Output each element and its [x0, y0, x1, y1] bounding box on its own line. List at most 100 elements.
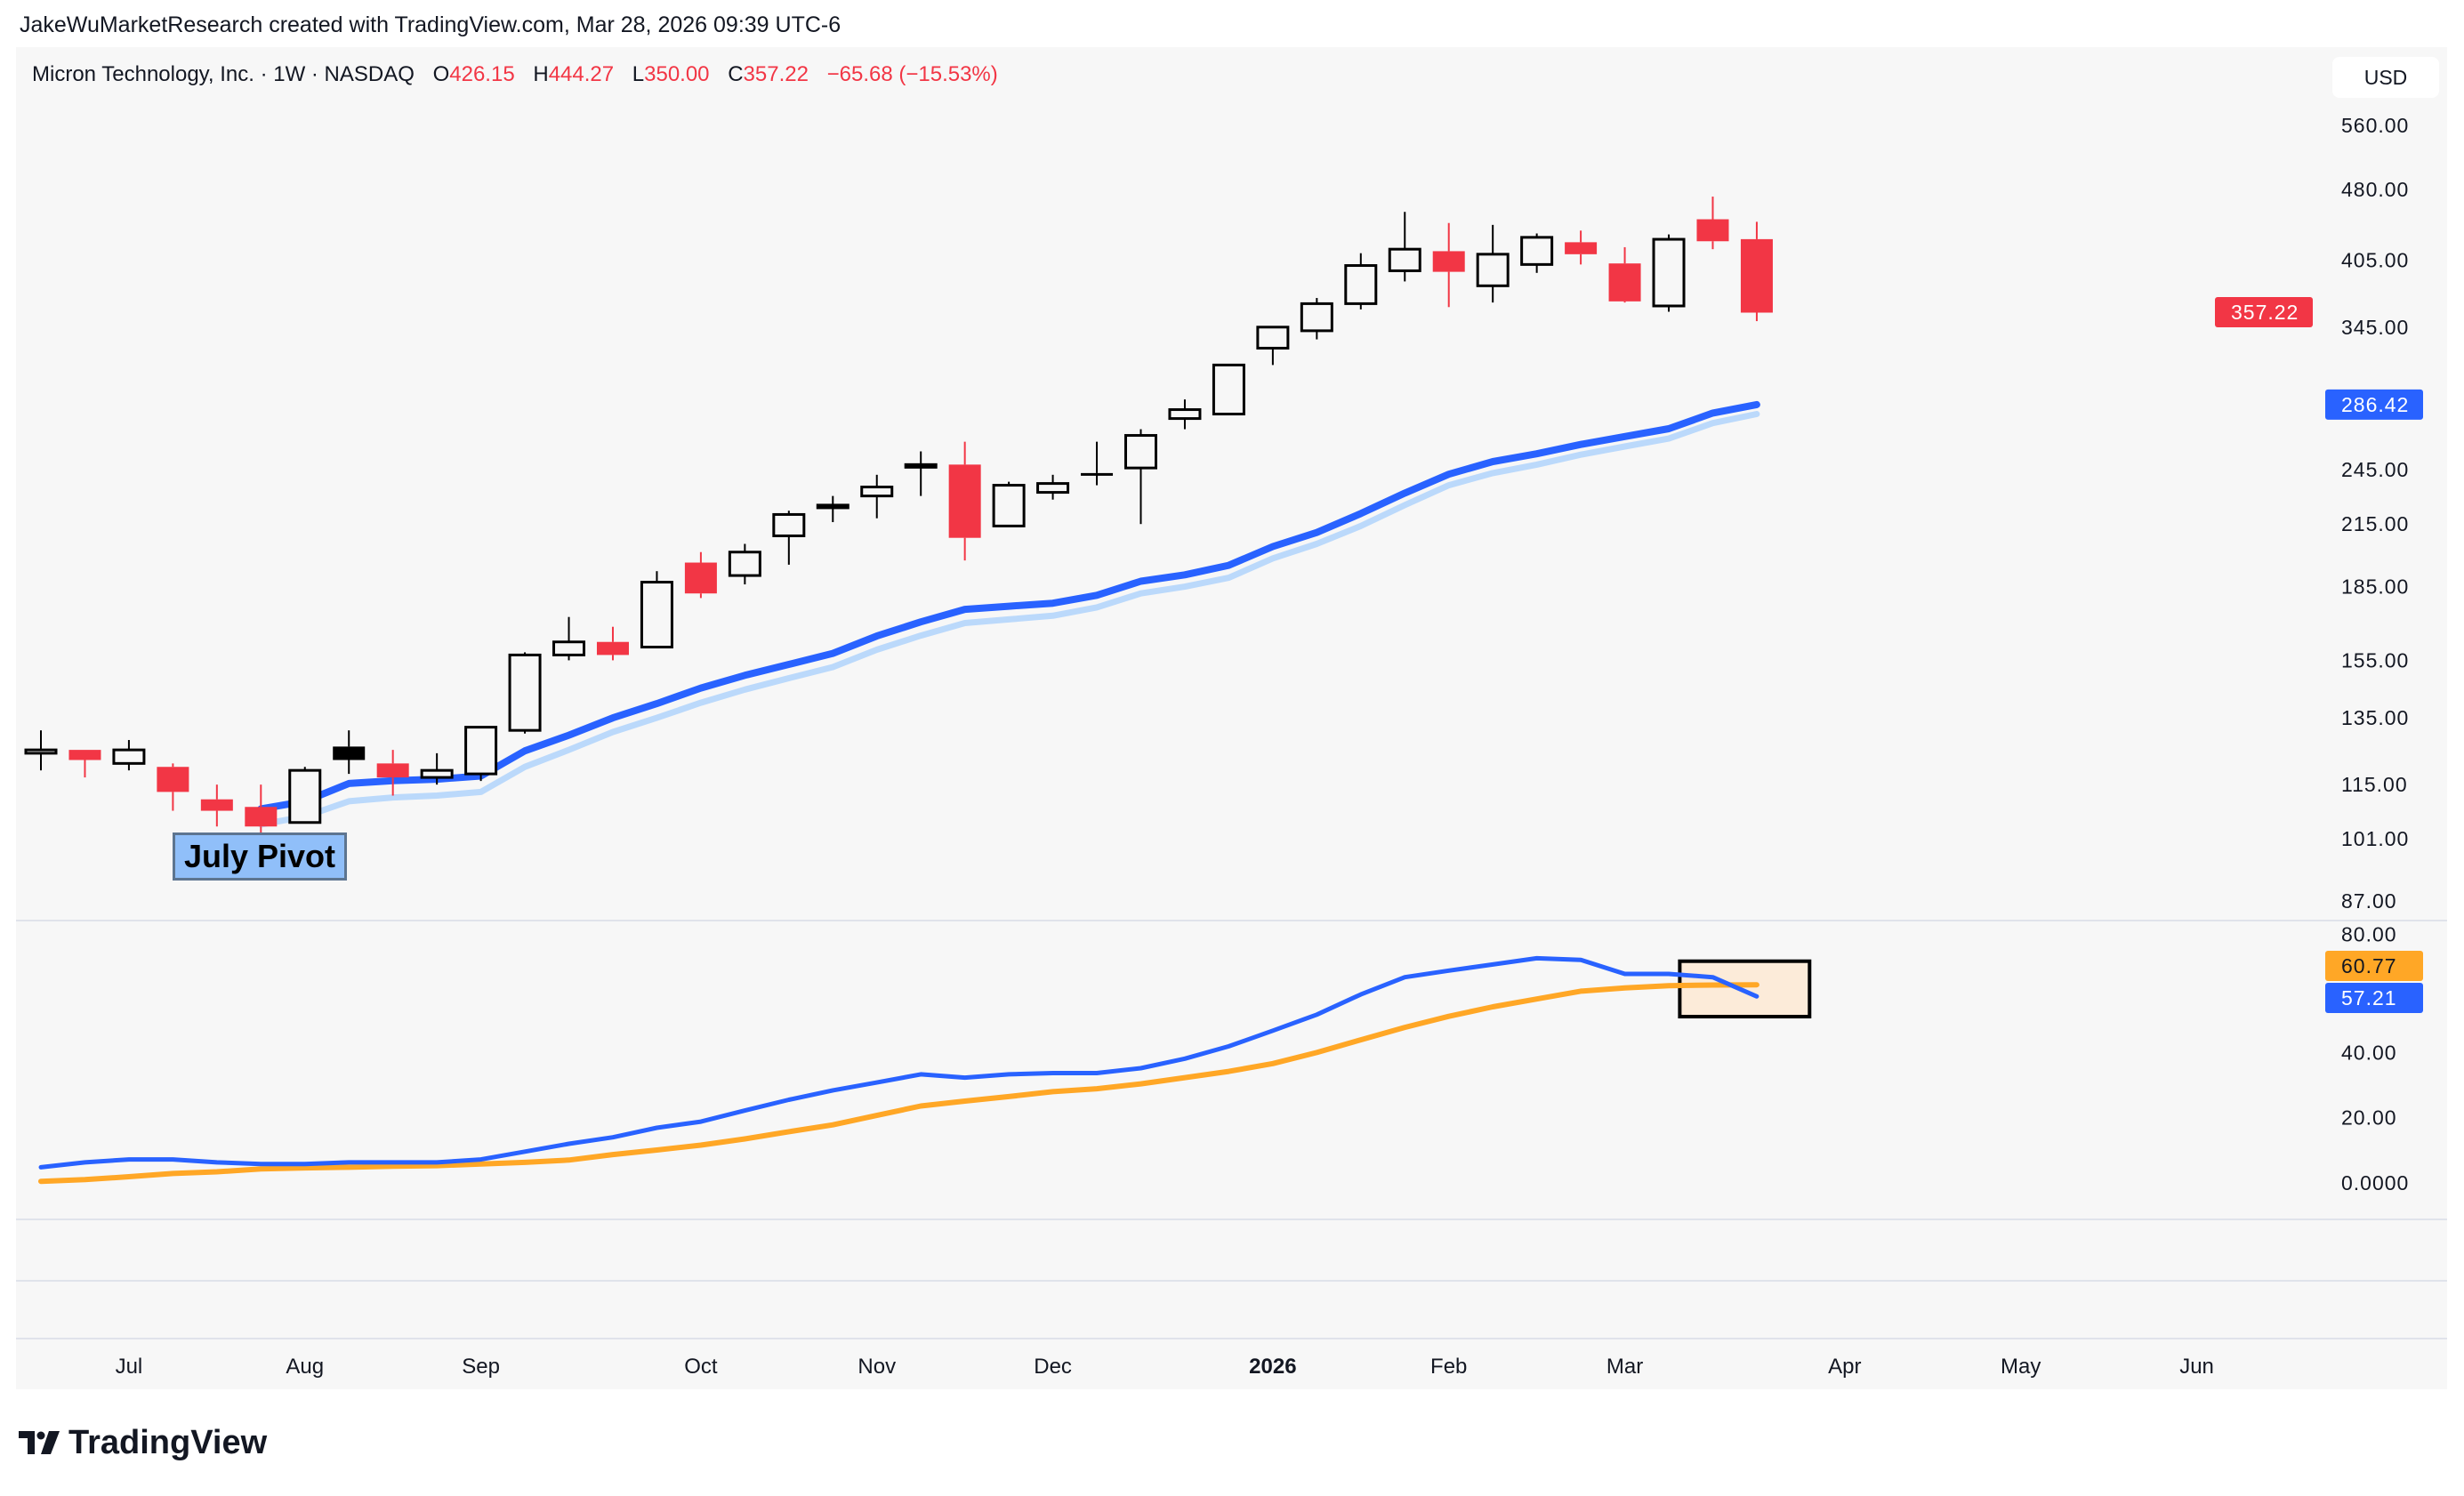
time-axis-label: Nov [858, 1355, 896, 1379]
candle-body [1565, 242, 1598, 254]
price-axis-tick: 245.00 [2341, 458, 2409, 481]
candle [1168, 399, 1202, 430]
low-value: 350.00 [644, 62, 710, 86]
candle [1608, 246, 1641, 303]
candle-body [1081, 472, 1114, 476]
candle [1344, 253, 1378, 310]
open-value: 426.15 [449, 62, 515, 86]
candle-body [596, 641, 629, 656]
candle-body [1432, 251, 1465, 272]
candle-body [508, 653, 542, 732]
time-axis-label: Oct [684, 1355, 718, 1379]
time-axis-label: May [2001, 1355, 2041, 1379]
candle [1300, 298, 1333, 340]
candle-body [200, 799, 233, 811]
candle-body [552, 640, 586, 656]
oscillator-axis-tick: 20.00 [2341, 1106, 2397, 1130]
candle-body [1520, 236, 1554, 266]
candle-body [464, 726, 498, 776]
low-label: L [632, 62, 645, 86]
candle [1256, 326, 1290, 366]
oscillator-fast-value-label: 57.21 [2341, 986, 2397, 1009]
price-axis-tick: 405.00 [2341, 249, 2409, 272]
candle-body [1652, 237, 1686, 308]
candle-body [1388, 247, 1421, 272]
candle [1212, 363, 1245, 416]
last-price-label-bg [2215, 297, 2313, 327]
candle-body [1168, 408, 1202, 421]
oscillator-axis-tick: 40.00 [2341, 1041, 2397, 1064]
tradingview-logo[interactable]: TradingView [19, 1423, 268, 1461]
candle [1036, 474, 1070, 500]
candle [1081, 441, 1114, 486]
time-axis-label: 2026 [1249, 1355, 1296, 1379]
candle-body [112, 748, 146, 765]
candle [1388, 212, 1421, 282]
oscillator-axis-tick: 0.0000 [2341, 1171, 2409, 1194]
open-label: O [432, 62, 450, 86]
symbol-legend: Micron Technology, Inc. · 1W · NASDAQ O4… [32, 62, 998, 87]
candle [992, 481, 1026, 527]
price-axis-tick: 87.00 [2341, 889, 2397, 913]
candle [464, 726, 498, 782]
candle [1696, 197, 1729, 250]
candle [1652, 234, 1686, 312]
brand-name: TradingView [68, 1423, 268, 1461]
ema-value-label: 286.42 [2341, 393, 2409, 416]
candle [1740, 221, 1773, 322]
price-axis-tick: 135.00 [2341, 706, 2409, 729]
candle-body [772, 512, 806, 537]
candle-body [816, 503, 850, 510]
close-value: 357.22 [743, 62, 809, 86]
price-axis-tick: 155.00 [2341, 648, 2409, 672]
symbol-name[interactable]: Micron Technology, Inc. · 1W · NASDAQ [32, 62, 415, 86]
change-value: −65.68 (−15.53%) [826, 62, 998, 86]
candle [157, 763, 189, 811]
candle-body [948, 464, 981, 538]
price-axis-tick: 480.00 [2341, 178, 2409, 201]
candle [1432, 222, 1465, 308]
candle-body [1608, 263, 1641, 302]
candle-body [68, 750, 101, 760]
candle [816, 495, 850, 523]
ema-slow-line [257, 411, 1760, 828]
candle-body [1256, 326, 1290, 350]
candle-body [1696, 219, 1729, 242]
oscillator-fast-line [38, 955, 1759, 1170]
chart-credit: JakeWuMarketResearch created with Tradin… [20, 12, 841, 37]
time-axis-label: Aug [286, 1355, 324, 1379]
candle-body [1476, 253, 1510, 287]
high-label: H [533, 62, 549, 86]
price-axis-tick: 560.00 [2341, 114, 2409, 137]
candle [288, 767, 322, 824]
candle-body [684, 562, 717, 594]
candle [640, 571, 673, 649]
ema-fast-line [257, 400, 1760, 813]
candle-body [288, 768, 322, 824]
highlight-box [1678, 959, 1812, 1019]
candle [420, 752, 454, 785]
candle-body [904, 462, 938, 469]
candle-body [1212, 363, 1245, 416]
candle [1565, 230, 1598, 265]
oscillator-fast-value-label-bg [2325, 983, 2423, 1013]
candle-body [1036, 482, 1070, 495]
candle-body [860, 486, 894, 498]
currency-button[interactable]: USD [2332, 57, 2439, 98]
candle-body [376, 763, 409, 778]
oscillator-slow-value-label-bg [2325, 951, 2423, 981]
candle-body [728, 551, 761, 577]
candle [552, 616, 586, 661]
candle [1124, 429, 1157, 525]
candle-body [1124, 434, 1157, 470]
tradingview-logo-icon [19, 1431, 60, 1454]
time-axis-label: Dec [1034, 1355, 1072, 1379]
oscillator-slow-value-label: 60.77 [2341, 954, 2397, 977]
candle-body [1300, 302, 1333, 333]
candle [68, 750, 101, 778]
candle [904, 451, 938, 496]
candle-body [640, 581, 673, 649]
price-axis-tick: 215.00 [2341, 512, 2409, 535]
july-pivot-annotation[interactable]: July Pivot [173, 832, 347, 881]
